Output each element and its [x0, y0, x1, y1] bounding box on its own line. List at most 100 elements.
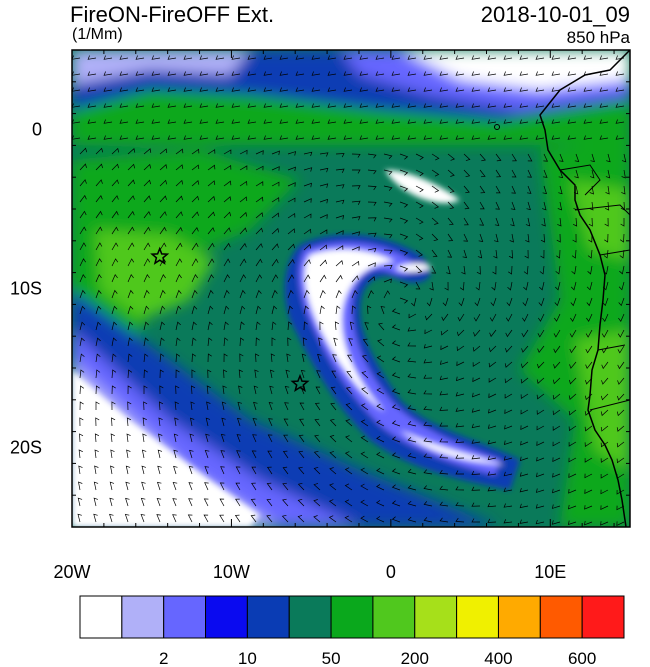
wind-barb	[175, 353, 181, 363]
wind-barb	[207, 242, 215, 251]
wind-barb	[95, 179, 103, 187]
wind-barb	[376, 419, 385, 427]
wind-barb	[287, 289, 294, 299]
wind-barb	[111, 210, 119, 219]
wind-barb	[489, 329, 497, 338]
x-tick-label: 10W	[213, 562, 250, 582]
wind-barb	[478, 233, 484, 242]
wind-barb	[191, 321, 197, 331]
colorbar-label: 200	[401, 649, 429, 667]
wind-barb	[159, 273, 166, 283]
wind-barb	[375, 55, 385, 60]
wind-barb	[391, 356, 401, 363]
wind-barb	[431, 233, 439, 242]
wind-barb	[135, 71, 145, 76]
wind-barb	[316, 370, 321, 379]
wind-barb	[551, 71, 561, 76]
wind-barb	[616, 521, 625, 526]
wind-barb	[604, 201, 610, 211]
wind-barb	[303, 151, 313, 157]
wind-barb	[189, 449, 194, 459]
wind-barb	[376, 435, 385, 443]
wind-barb	[239, 242, 247, 251]
x-axis-labels: 20W 10W 0 10E	[53, 562, 566, 582]
wind-barb	[207, 195, 216, 203]
wind-barb	[287, 166, 296, 172]
wind-barb	[143, 337, 149, 347]
wind-barb	[351, 260, 360, 267]
wind-barb	[487, 518, 497, 523]
wind-barb	[423, 55, 433, 60]
wind-barb	[156, 498, 162, 507]
wind-barb	[487, 119, 497, 124]
wind-barb	[399, 265, 409, 272]
colorbar-label: 10	[238, 649, 257, 667]
wind-barb	[303, 198, 312, 203]
wind-barb	[584, 489, 593, 494]
wind-barb	[183, 71, 193, 76]
wind-barb	[127, 195, 135, 203]
wind-barb	[298, 434, 305, 443]
wind-barb	[407, 436, 417, 443]
wind-barb	[471, 486, 481, 491]
wind-barb	[215, 55, 225, 60]
wind-barb	[604, 217, 609, 227]
wind-barb	[487, 103, 497, 108]
wind-barb	[407, 516, 417, 523]
wind-barb	[284, 402, 289, 411]
wind-barb	[463, 185, 470, 194]
wind-barb	[375, 87, 385, 92]
wind-barb	[568, 489, 577, 494]
wind-barb	[220, 433, 226, 443]
wind-barb	[255, 289, 262, 299]
wind-barb	[303, 274, 311, 283]
wind-barb	[463, 217, 469, 226]
wind-barb	[616, 505, 625, 511]
wind-barb	[600, 457, 609, 463]
wind-barb	[255, 227, 264, 235]
wind-barb	[487, 135, 497, 140]
wind-barb	[391, 119, 401, 124]
wind-barb	[456, 329, 465, 337]
wind-barb	[407, 71, 417, 76]
wind-barb	[251, 482, 257, 491]
wind-barb	[455, 454, 465, 459]
wind-barb	[423, 359, 433, 364]
wind-barb	[191, 289, 198, 299]
wind-barb	[287, 197, 296, 203]
wind-barb	[351, 200, 361, 205]
wind-barb	[235, 466, 241, 475]
wind-barb	[282, 498, 289, 507]
wind-barb	[314, 402, 321, 411]
wind-barb	[319, 289, 326, 299]
wind-barb	[535, 71, 545, 76]
wind-barb	[359, 87, 369, 92]
wind-barb	[204, 450, 210, 459]
wind-barb	[191, 305, 198, 315]
wind-barb	[585, 345, 593, 354]
wind-barb	[271, 166, 280, 171]
wind-barb	[543, 153, 548, 162]
wind-barb	[215, 103, 225, 108]
wind-barb	[472, 345, 481, 352]
colorbar-box	[79, 595, 123, 639]
wind-barb	[523, 281, 529, 291]
wind-barb	[314, 418, 321, 427]
wind-barb	[207, 369, 212, 379]
wind-barb	[266, 514, 273, 523]
wind-barb	[247, 135, 257, 140]
wind-barb	[584, 520, 593, 526]
wind-barb	[359, 135, 369, 140]
wind-barb	[156, 514, 161, 523]
wind-barb	[407, 327, 417, 332]
wind-barb	[599, 87, 609, 92]
wind-barb	[415, 249, 423, 257]
y-tick-label: 20S	[10, 438, 42, 458]
wind-barb	[103, 103, 113, 108]
wind-barb	[568, 441, 577, 447]
wind-barb	[348, 338, 353, 347]
wind-barb	[539, 265, 545, 275]
wind-barb	[492, 265, 497, 275]
wind-barb	[302, 337, 308, 347]
wind-barb	[111, 226, 119, 235]
